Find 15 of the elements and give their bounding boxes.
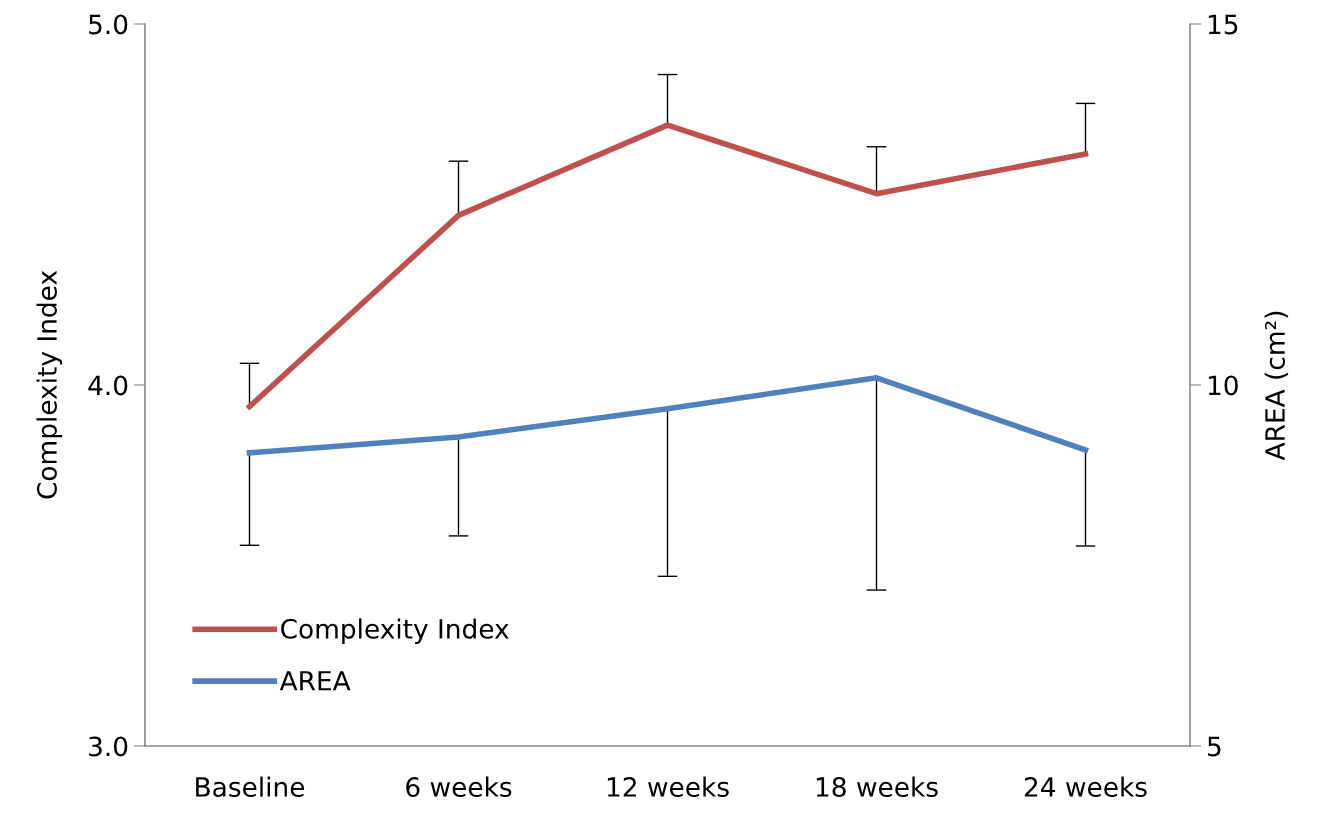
x-tick-label: 6 weeks: [406, 776, 512, 797]
y2-axis-title: AREA (cm²): [1264, 311, 1289, 461]
x-tick-label: 24 weeks: [1024, 776, 1147, 797]
legend-label: AREA: [279, 671, 351, 691]
y2-tick-label: 15: [1208, 14, 1238, 35]
legend-label: Complexity Index: [281, 618, 509, 644]
y-tick-label: 5.0: [89, 14, 128, 35]
y2-tick-label: 10: [1208, 375, 1238, 396]
y2-tick-label: 5: [1208, 736, 1221, 757]
x-tick-label: Baseline: [196, 776, 305, 797]
x-tick-label: 18 weeks: [816, 776, 938, 797]
y-tick-label: 4.0: [88, 375, 128, 396]
x-tick-label: 12 weeks: [607, 776, 729, 797]
y-axis-title: Complexity Index: [36, 270, 63, 499]
y-tick-label: 3.0: [89, 736, 128, 757]
